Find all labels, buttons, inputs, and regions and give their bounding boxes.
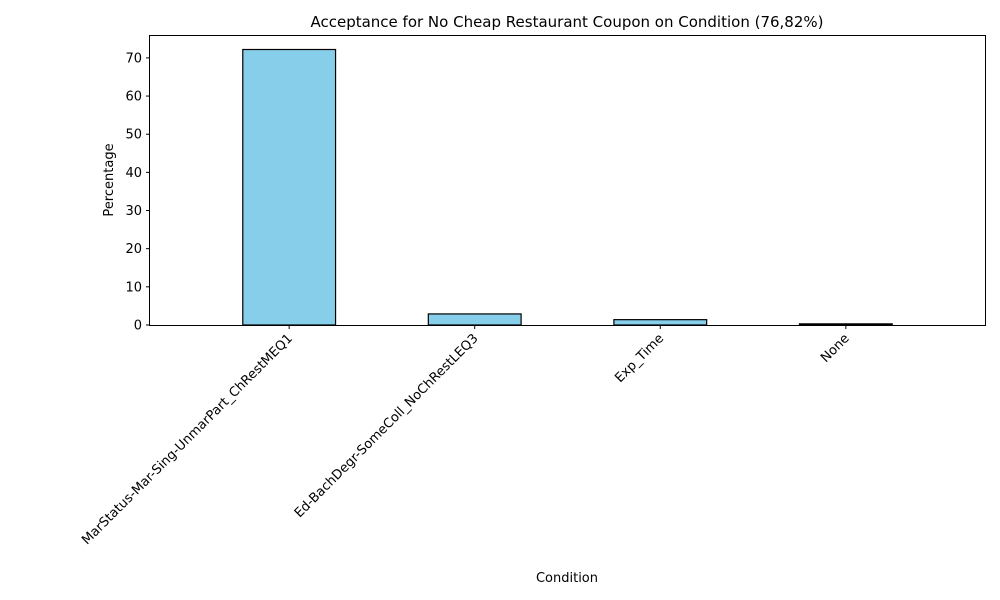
y-tick-label: 0 (134, 319, 142, 334)
y-tick-label: 20 (125, 242, 142, 257)
x-tick-label: None (818, 331, 853, 366)
chart-title: Acceptance for No Cheap Restaurant Coupo… (310, 13, 823, 31)
y-tick-label: 30 (125, 204, 142, 219)
x-axis-title: Condition (536, 571, 598, 586)
x-tick-label: Ed-BachDegr-SomeColl_NoChRestLEQ3 (292, 331, 482, 521)
y-tick-label: 60 (125, 90, 142, 105)
y-tick-label: 10 (125, 280, 142, 295)
y-axis-title: Percentage (102, 143, 117, 216)
bar-4 (798, 323, 893, 326)
y-tick-label: 50 (125, 128, 142, 143)
plot-frame (149, 35, 986, 326)
bar-1 (242, 48, 337, 326)
x-tick-label: Exp_Time (612, 331, 667, 386)
y-tick-label: 70 (125, 51, 142, 66)
bars-layer (242, 48, 893, 326)
y-axis: 0 10 20 30 40 50 60 70 (125, 51, 150, 334)
bar-2 (427, 313, 522, 326)
x-tick-label: MarStatus-Mar-Sing-UnmarPart_ChRestMEQ1 (79, 331, 296, 548)
x-axis: MarStatus-Mar-Sing-UnmarPart_ChRestMEQ1E… (79, 325, 853, 548)
y-tick-label: 40 (125, 166, 142, 181)
bar-3 (613, 319, 708, 326)
